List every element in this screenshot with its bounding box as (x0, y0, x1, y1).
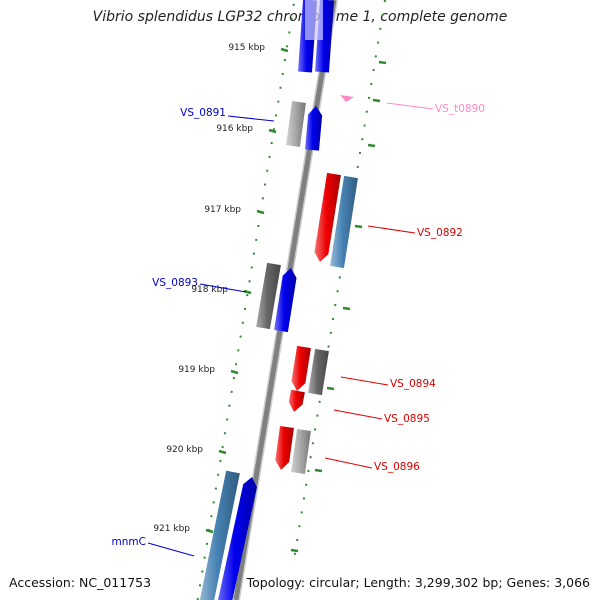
gene-bar-mnmc-cog (199, 470, 240, 600)
gene-bar-vs0893 (274, 268, 297, 333)
genome-summary-text: Topology: circular; Length: 3,299,302 bp… (246, 575, 590, 590)
gene-bar-vs0892-cog (330, 175, 358, 269)
tick-mark (205, 528, 214, 534)
outer-tick-mark (367, 143, 376, 148)
tick-label: 915 kbp (228, 43, 265, 53)
outer-tick-mark (378, 60, 387, 65)
outer-tick-mark (354, 224, 363, 229)
gene-label: VS_0894 (390, 378, 436, 390)
tick-mark (230, 369, 239, 375)
outer-tick-mark (342, 306, 351, 311)
accession-text: Accession: NC_011753 (9, 575, 152, 590)
gene-label: VS_0895 (384, 413, 430, 425)
gene-label-leader (199, 283, 247, 293)
outer-dotted-track (293, 0, 386, 561)
gene-label-leader (386, 102, 434, 110)
map-title: Vibrio splendidus LGP32 chromosome 1, co… (92, 9, 508, 25)
gene-bar-vs0896 (275, 426, 294, 470)
gene-bar-vs0895 (288, 389, 305, 412)
gene-bar-overlap (305, 0, 323, 40)
tick-label: 921 kbp (153, 524, 190, 534)
tick-label: 916 kbp (216, 124, 253, 134)
gene-label: VS_t0890 (435, 103, 485, 115)
gene-label-leader (333, 409, 383, 420)
gene-label-leader (147, 542, 195, 557)
gene-bar-vs0892 (314, 172, 341, 262)
gene-bar-vs0894 (291, 345, 311, 391)
outer-tick-mark (290, 548, 299, 553)
tick-label: 918 kbp (191, 285, 228, 295)
tick-label: 919 kbp (178, 365, 215, 375)
tick-mark (243, 289, 252, 295)
gene-bar-vs0894-cog (308, 348, 329, 396)
gene-bar-vs0891 (305, 106, 323, 151)
trna-vs-t0890 (340, 95, 354, 102)
gene-bar-vs0893-cog (256, 262, 281, 330)
tick-mark (256, 209, 265, 215)
gene-label: VS_0891 (180, 107, 226, 119)
gene-label-leader (227, 115, 275, 122)
tick-mark (280, 47, 289, 53)
gene-bar-mnmc (218, 477, 257, 600)
tick-label: 920 kbp (166, 445, 203, 455)
gene-label-leader (340, 376, 389, 386)
gene-label: VS_0893 (152, 277, 198, 289)
gene-label: VS_0896 (374, 461, 420, 473)
tick-mark (218, 449, 227, 455)
outer-tick-mark (326, 386, 335, 391)
outer-tick-mark (372, 98, 381, 103)
gene-bar-vs0891-cog (286, 101, 306, 147)
gene-label: VS_0892 (417, 227, 463, 239)
tick-label: 917 kbp (204, 205, 241, 215)
gene-bar-vs0896-cog (291, 429, 311, 474)
gene-label: mnmC (112, 536, 146, 548)
gene-label-leader (367, 225, 416, 234)
outer-tick-mark (314, 468, 323, 473)
gene-label-leader (324, 457, 373, 469)
tick-mark (268, 128, 277, 134)
